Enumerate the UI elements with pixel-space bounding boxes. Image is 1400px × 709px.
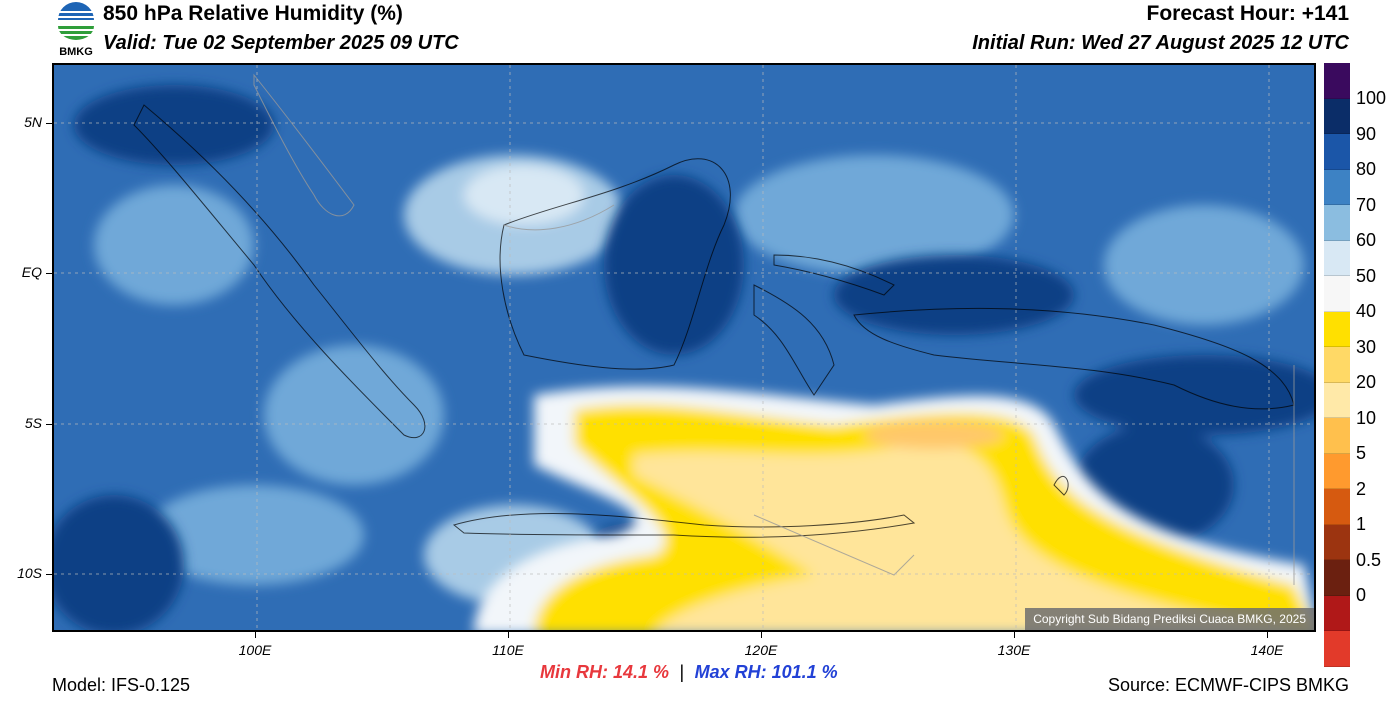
y-tick [46,424,52,425]
bmkg-logo: BMKG [52,2,100,58]
colorbar-cell [1324,560,1350,596]
colorbar-label: 20 [1356,372,1377,392]
x-tick [761,632,762,638]
x-label-120e: 120E [744,642,778,658]
x-label-130e: 130E [997,642,1031,658]
colorbar-cell [1324,63,1350,99]
colorbar-cell [1324,631,1350,667]
model-label: Model: IFS-0.125 [52,675,191,695]
x-tick [1014,632,1015,638]
colorbar-label: 50 [1356,266,1377,286]
max-rh: Max RH: 101.1 % [694,662,838,682]
humidity-map: Copyright Sub Bidang Prediksi Cuaca BMKG… [52,63,1316,632]
x-label-140e: 140E [1250,642,1284,658]
colorbar-label: 10 [1356,408,1377,428]
colorbar-label: 90 [1356,124,1377,144]
colorbar-label: 2 [1356,479,1367,499]
rh-separator: | [679,662,685,682]
forecast-hour: Forecast Hour: +141 [1146,2,1350,25]
humidity-field [54,65,1314,630]
colorbar-label: 40 [1356,301,1377,321]
colorbar-cell [1324,453,1350,489]
colorbar-label: 30 [1356,337,1377,357]
rh-stats: Min RH: 14.1 % | Max RH: 101.1 % [540,662,838,683]
colorbar-cell [1324,382,1350,418]
logo-text: BMKG [59,46,93,58]
x-tick [508,632,509,638]
y-tick [46,273,52,274]
colorbar-label: 5 [1356,443,1367,463]
colorbar-cell [1324,169,1350,205]
colorbar-cell [1324,205,1350,241]
x-label-110e: 110E [492,642,524,658]
colorbar-label: 0.5 [1356,550,1382,570]
colorbar-cell [1324,134,1350,170]
colorbar-label: 0 [1356,585,1367,605]
colorbar-cell [1324,489,1350,525]
colorbar-cell [1324,311,1350,347]
valid-time: Valid: Tue 02 September 2025 09 UTC [103,32,459,54]
copyright-notice: Copyright Sub Bidang Prediksi Cuaca BMKG… [1025,608,1314,630]
min-rh: Min RH: 14.1 % [540,662,670,682]
colorbar-label: 70 [1356,195,1377,215]
colorbar-cell [1324,276,1350,312]
colorbar-cell [1324,418,1350,454]
x-tick [255,632,256,638]
map-title: 850 hPa Relative Humidity (%) [103,2,403,25]
colorbar-cell [1324,98,1350,134]
colorbar-cell [1324,595,1350,631]
y-tick [46,123,52,124]
colorbar-label: 100 [1356,88,1387,108]
x-label-100e: 100E [238,642,272,658]
colorbar-cell [1324,347,1350,383]
y-label-10s: 10S [17,565,42,581]
colorbar-label: 60 [1356,230,1377,250]
colorbar-cell [1324,240,1350,276]
y-label-5s: 5S [24,415,42,431]
colorbar-label: 80 [1356,159,1377,179]
source-label: Source: ECMWF-CIPS BMKG [1107,675,1349,695]
y-label-5n: 5N [24,114,42,130]
y-label-eq: EQ [21,264,42,280]
y-tick [46,574,52,575]
initial-run: Initial Run: Wed 27 August 2025 12 UTC [972,32,1349,54]
x-tick [1267,632,1268,638]
colorbar [1324,63,1350,667]
colorbar-cell [1324,524,1350,560]
colorbar-label: 1 [1356,514,1367,534]
